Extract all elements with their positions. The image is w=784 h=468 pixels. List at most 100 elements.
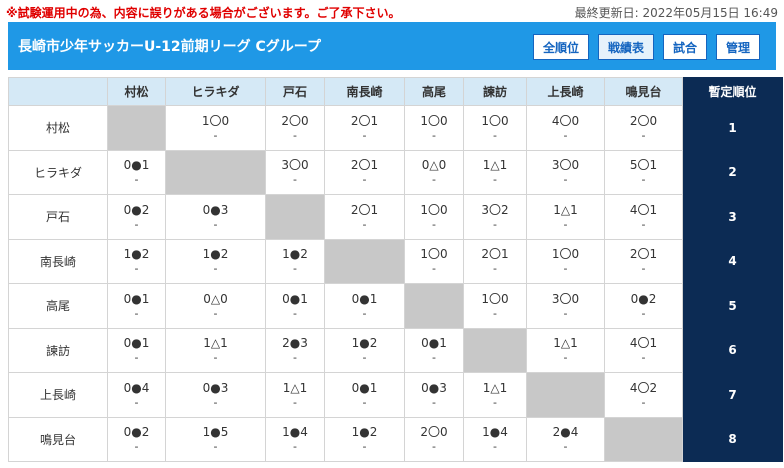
results-table-button[interactable]: 戦績表 <box>597 34 654 60</box>
result-cell[interactable]: 4〇2- <box>604 372 683 418</box>
match-sub: - <box>213 128 218 142</box>
result-cell[interactable]: 4〇1- <box>604 327 683 373</box>
all-standings-button[interactable]: 全順位 <box>532 34 589 60</box>
match-score: 2〇1 <box>629 247 658 262</box>
result-cell[interactable]: 2〇1- <box>463 238 527 284</box>
match-score: 0△0 <box>421 158 447 173</box>
result-cell[interactable]: 2〇1- <box>324 194 405 240</box>
result-cell[interactable]: 2〇0- <box>265 105 325 151</box>
match-sub: - <box>293 306 297 320</box>
result-cell[interactable]: 0●3- <box>404 372 464 418</box>
match-sub: - <box>641 262 646 276</box>
match-score: 2〇1 <box>350 113 379 128</box>
match-sub: - <box>362 351 367 365</box>
match-score: 0●3 <box>421 380 447 395</box>
result-cell[interactable]: 3〇0- <box>526 283 605 329</box>
result-cell[interactable]: 3〇0- <box>265 149 325 195</box>
result-cell[interactable]: 0●1- <box>107 283 166 329</box>
result-cell[interactable]: 1●2- <box>324 416 405 462</box>
result-cell[interactable]: 0●1- <box>404 327 464 373</box>
row-team-name: 上長崎 <box>8 372 108 418</box>
result-cell[interactable]: 1●2- <box>324 327 405 373</box>
result-cell[interactable]: 1〇0- <box>165 105 266 151</box>
match-score: 3〇0 <box>551 158 580 173</box>
header-nav: 全順位 戦績表 試合 管理 <box>532 34 760 60</box>
match-score: 0●1 <box>123 158 150 173</box>
match-score: 1●2 <box>123 247 150 262</box>
result-cell[interactable]: 0●3- <box>165 194 266 240</box>
result-cell[interactable]: 1〇0- <box>404 238 464 284</box>
self-match-cell <box>324 238 405 284</box>
result-cell[interactable]: 1〇0- <box>463 105 527 151</box>
league-title: 長崎市少年サッカーU-12前期リーグ Cグループ <box>18 39 321 55</box>
result-cell[interactable]: 0●1- <box>324 372 405 418</box>
match-score: 1●2 <box>351 425 378 440</box>
result-cell[interactable]: 2〇0- <box>404 416 464 462</box>
self-match-cell <box>107 105 166 151</box>
match-sub: - <box>293 173 297 187</box>
result-cell[interactable]: 2〇0- <box>604 105 683 151</box>
match-score: 1●2 <box>282 247 308 262</box>
result-cell[interactable]: 1△1- <box>265 372 325 418</box>
result-cell[interactable]: 1●4- <box>265 416 325 462</box>
match-sub: - <box>432 262 436 276</box>
result-cell[interactable]: 1〇0- <box>463 283 527 329</box>
result-cell[interactable]: 1〇0- <box>404 194 464 240</box>
result-cell[interactable]: 1●2- <box>107 238 166 284</box>
result-cell[interactable]: 5〇1- <box>604 149 683 195</box>
match-sub: - <box>432 217 436 231</box>
match-sub: - <box>213 262 218 276</box>
result-cell[interactable]: 2〇1- <box>324 105 405 151</box>
result-cell[interactable]: 2●3- <box>265 327 325 373</box>
result-cell[interactable]: 4〇1- <box>604 194 683 240</box>
result-cell[interactable]: 1●2- <box>265 238 325 284</box>
match-sub: - <box>563 440 568 454</box>
result-cell[interactable]: 0●2- <box>107 194 166 240</box>
match-score: 1△1 <box>553 336 578 351</box>
result-cell[interactable]: 2〇1- <box>604 238 683 284</box>
grid-header-row: 村松 ヒラキダ 戸石 南長崎 高尾 諫訪 上長崎 鳴見台 暫定順位 <box>8 77 783 106</box>
result-cell[interactable]: 1●2- <box>165 238 266 284</box>
match-score: 2〇1 <box>350 158 379 173</box>
result-cell[interactable]: 2●4- <box>526 416 605 462</box>
rank-header: 暫定順位 <box>682 77 783 106</box>
match-sub: - <box>563 217 568 231</box>
result-cell[interactable]: 3〇0- <box>526 149 605 195</box>
result-cell[interactable]: 0●2- <box>604 283 683 329</box>
match-score: 0●1 <box>282 291 308 306</box>
self-match-cell <box>404 283 464 329</box>
match-score: 0●1 <box>123 291 150 306</box>
match-sub: - <box>641 351 646 365</box>
match-sub: - <box>493 306 497 320</box>
result-cell[interactable]: 0●1- <box>265 283 325 329</box>
result-cell[interactable]: 4〇0- <box>526 105 605 151</box>
match-sub: - <box>134 440 139 454</box>
match-score: 1●4 <box>482 425 508 440</box>
result-cell[interactable]: 3〇2- <box>463 194 527 240</box>
result-cell[interactable]: 1〇0- <box>526 238 605 284</box>
match-score: 0●2 <box>123 425 150 440</box>
result-cell[interactable]: 0△0- <box>404 149 464 195</box>
result-cell[interactable]: 1●5- <box>165 416 266 462</box>
result-cell[interactable]: 0△0- <box>165 283 266 329</box>
result-cell[interactable]: 1△1- <box>463 372 527 418</box>
match-score: 0●2 <box>123 202 150 217</box>
result-cell[interactable]: 0●1- <box>324 283 405 329</box>
result-cell[interactable]: 0●1- <box>107 149 166 195</box>
table-row: ヒラキダ 0●1-3〇0-2〇1-0△0-1△1-3〇0-5〇1-2 <box>8 149 783 195</box>
result-cell[interactable]: 1△1- <box>463 149 527 195</box>
result-cell[interactable]: 2〇1- <box>324 149 405 195</box>
admin-button[interactable]: 管理 <box>715 34 760 60</box>
result-cell[interactable]: 0●4- <box>107 372 166 418</box>
table-row: 南長崎 1●2-1●2-1●2-1〇0-2〇1-1〇0-2〇1-4 <box>8 238 783 284</box>
result-cell[interactable]: 0●2- <box>107 416 166 462</box>
result-cell[interactable]: 1●4- <box>463 416 527 462</box>
result-cell[interactable]: 1△1- <box>526 194 605 240</box>
match-sub: - <box>134 306 139 320</box>
result-cell[interactable]: 1〇0- <box>404 105 464 151</box>
matches-button[interactable]: 試合 <box>662 34 707 60</box>
result-cell[interactable]: 0●1- <box>107 327 166 373</box>
result-cell[interactable]: 1△1- <box>526 327 605 373</box>
result-cell[interactable]: 1△1- <box>165 327 266 373</box>
result-cell[interactable]: 0●3- <box>165 372 266 418</box>
